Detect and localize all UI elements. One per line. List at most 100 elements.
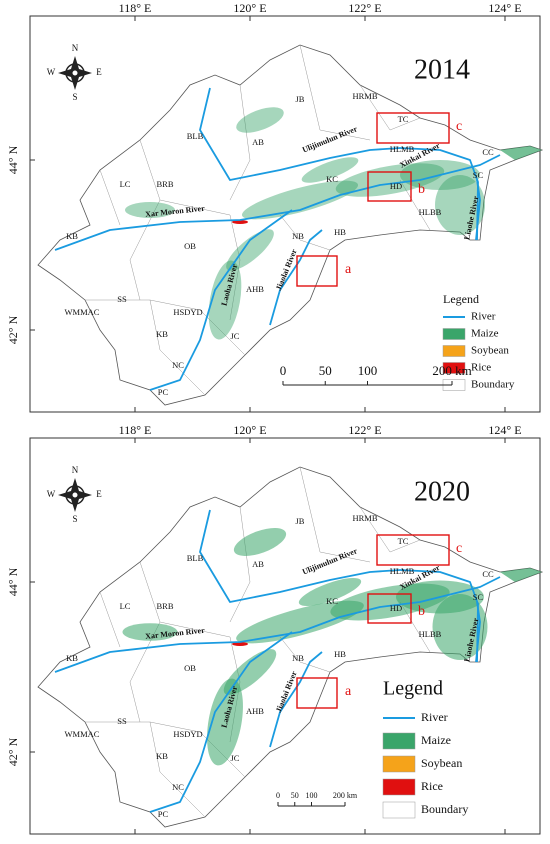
region-label: WMMAC <box>65 729 100 739</box>
maize-area <box>226 229 274 271</box>
lat-label: 44° N <box>6 145 20 174</box>
region-label: NB <box>292 653 304 663</box>
boundary <box>279 636 331 673</box>
region-label: OB <box>184 241 196 251</box>
maize-area <box>241 180 359 220</box>
boundary <box>279 214 331 251</box>
legend-swatch <box>382 778 416 796</box>
compass-ring <box>65 485 85 505</box>
region-label: KB <box>156 751 168 761</box>
legend-label: Rice <box>471 362 491 374</box>
lat-label: 44° N <box>6 567 20 596</box>
river <box>54 576 501 673</box>
region-label: LC <box>120 601 131 611</box>
boundary <box>99 169 121 226</box>
region-label: BLB <box>187 553 204 563</box>
region-label: BRB <box>156 601 173 611</box>
region-label: AHB <box>246 284 264 294</box>
legend-title: Legend <box>443 292 479 306</box>
lon-label: 122° E <box>348 423 381 437</box>
boundary <box>229 506 251 623</box>
maize-area <box>208 260 242 340</box>
legend-label: Rice <box>421 779 443 793</box>
scale-label: 0 <box>276 791 280 800</box>
region-label: SC <box>473 170 484 180</box>
lon-label: 124° E <box>488 1 521 15</box>
lon-label: 124° E <box>488 423 521 437</box>
region-label: TC <box>398 114 409 124</box>
compass-center <box>71 69 79 77</box>
maize-area <box>125 202 175 218</box>
region-label: CC <box>482 147 494 157</box>
map-frame <box>29 15 541 413</box>
legend-label: River <box>421 710 448 724</box>
region-label: SS <box>117 294 127 304</box>
region-label: LC <box>120 179 131 189</box>
legend-label: Soybean <box>471 345 509 357</box>
region-label: HD <box>390 603 402 613</box>
region-label: HRMB <box>352 513 377 523</box>
region-label: CC <box>482 569 494 579</box>
region-label: SC <box>473 592 484 602</box>
scale-label: 50 <box>319 363 332 378</box>
basin <box>37 466 544 828</box>
region-label: TC <box>398 536 409 546</box>
map-panel: 118° E 120° E 122° E 124° E 44° N 42° N JB HRMB… <box>6 423 544 835</box>
river <box>199 509 401 603</box>
boundary <box>129 561 161 723</box>
compass-letter: S <box>72 514 77 524</box>
compass-letter: W <box>47 67 56 77</box>
scale-label: 200 km <box>432 363 471 378</box>
region-label: SS <box>117 716 127 726</box>
boundary <box>399 179 431 231</box>
legend-title: Legend <box>383 678 443 700</box>
region-label: HLBB <box>419 629 442 639</box>
region-label: HLMB <box>390 566 415 576</box>
region-label: HB <box>334 649 346 659</box>
coast <box>500 146 542 160</box>
legend-label: Maize <box>421 733 451 747</box>
region-label: AHB <box>246 706 264 716</box>
study-box <box>296 255 338 287</box>
region-label: BLB <box>187 131 204 141</box>
lat-label: 42° N <box>6 737 20 766</box>
lon-label: 118° E <box>119 1 152 15</box>
region-label: KC <box>326 596 338 606</box>
region-label: AB <box>252 559 264 569</box>
compass-ring <box>65 63 85 83</box>
river <box>399 569 479 663</box>
legend-label: Maize <box>471 328 499 340</box>
box-label: c <box>456 119 462 134</box>
legend-label: Boundary <box>421 802 468 816</box>
maize-area <box>122 623 178 641</box>
region-label: HD <box>390 181 402 191</box>
year: 2014 <box>414 54 470 85</box>
legend-swatch <box>382 801 416 819</box>
compass-letter: E <box>96 67 102 77</box>
legend-swatch <box>442 362 466 374</box>
region-label: PC <box>158 809 169 819</box>
river <box>199 87 401 181</box>
region-label: JB <box>296 516 305 526</box>
box-label: a <box>345 684 352 699</box>
region-label: HLMB <box>390 144 415 154</box>
study-box <box>296 677 338 709</box>
maize-area <box>207 678 243 766</box>
lon-label: 120° E <box>233 423 266 437</box>
compass-letter: E <box>96 489 102 499</box>
region-label: KB <box>66 653 78 663</box>
region-label: KB <box>156 329 168 339</box>
river <box>149 631 293 813</box>
boundary <box>359 84 421 131</box>
box-label: b <box>418 604 425 619</box>
region-label: HB <box>334 227 346 237</box>
map-panel: 118° E 120° E 122° E 124° E 44° N 42° N JB HRMB… <box>6 1 544 413</box>
region-label: NC <box>172 360 184 370</box>
maize-area <box>432 594 488 660</box>
boundary <box>359 506 421 553</box>
coast <box>500 568 542 582</box>
maize-area <box>301 157 359 183</box>
scale-label: 200 km <box>333 791 358 800</box>
legend-label: River <box>471 311 496 323</box>
